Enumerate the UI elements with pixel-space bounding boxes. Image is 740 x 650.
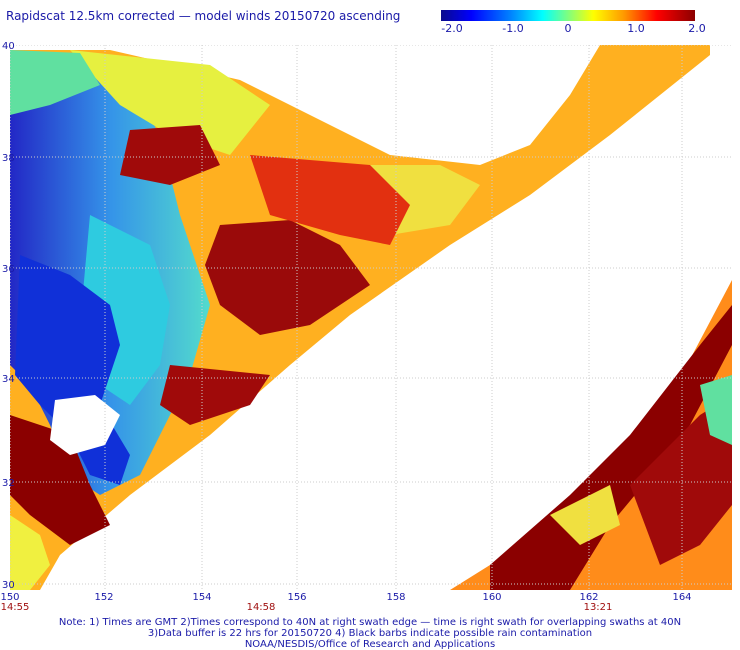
swath-left-yellow3 (10, 515, 50, 590)
swath-time-label: 14:58 (246, 602, 276, 613)
lon-label: 162 (579, 592, 599, 603)
lon-label: 156 (287, 592, 307, 603)
swath-left-green (10, 50, 100, 115)
lat-label: 32 (2, 478, 15, 489)
lat-label: 36 (2, 264, 15, 275)
swath-left (10, 45, 710, 590)
lat-label: 30 (2, 580, 15, 591)
lat-label: 34 (2, 374, 15, 385)
footnote-line: 3)Data buffer is 22 hrs for 20150720 4) … (147, 628, 593, 639)
swath-left-red (250, 155, 410, 245)
color-scale-label: 2.0 (688, 22, 706, 35)
lat-label: 38 (2, 153, 15, 164)
swath-left-darkred2 (120, 125, 220, 185)
color-scale-label: -1.0 (502, 22, 524, 35)
color-scale-label: -2.0 (441, 22, 463, 35)
lon-label: 158 (386, 592, 406, 603)
swath-left-yellow (70, 50, 270, 155)
map-title: Rapidscat 12.5km corrected — model winds… (6, 9, 401, 23)
swath-time-label: 13:21 (583, 602, 613, 613)
swath-right-yellow (550, 485, 620, 545)
lon-label: 150 (0, 592, 20, 603)
lon-label: 154 (192, 592, 212, 603)
wind-map (10, 45, 732, 590)
lon-label: 164 (672, 592, 692, 603)
color-scale-bar (441, 10, 695, 21)
footnote-line: NOAA/NESDIS/Office of Research and Appli… (244, 639, 496, 650)
lon-label: 152 (94, 592, 114, 603)
color-scale-label: 0 (564, 22, 572, 35)
swath-left-darkred4 (10, 415, 110, 545)
swath-right-green (700, 375, 732, 445)
swath-time-label: 14:55 (0, 602, 30, 613)
color-scale-label: 1.0 (627, 22, 645, 35)
lon-label: 160 (482, 592, 502, 603)
footnote-line: Note: 1) Times are GMT 2)Times correspon… (58, 617, 682, 628)
swath-right-darkred (490, 305, 732, 590)
swath-left-gap (50, 395, 120, 455)
swath-left-darkred3 (160, 365, 270, 425)
swath-right-darkred2 (630, 395, 732, 565)
swath-left-darkred (205, 220, 370, 335)
lat-label: 40 (2, 41, 15, 52)
